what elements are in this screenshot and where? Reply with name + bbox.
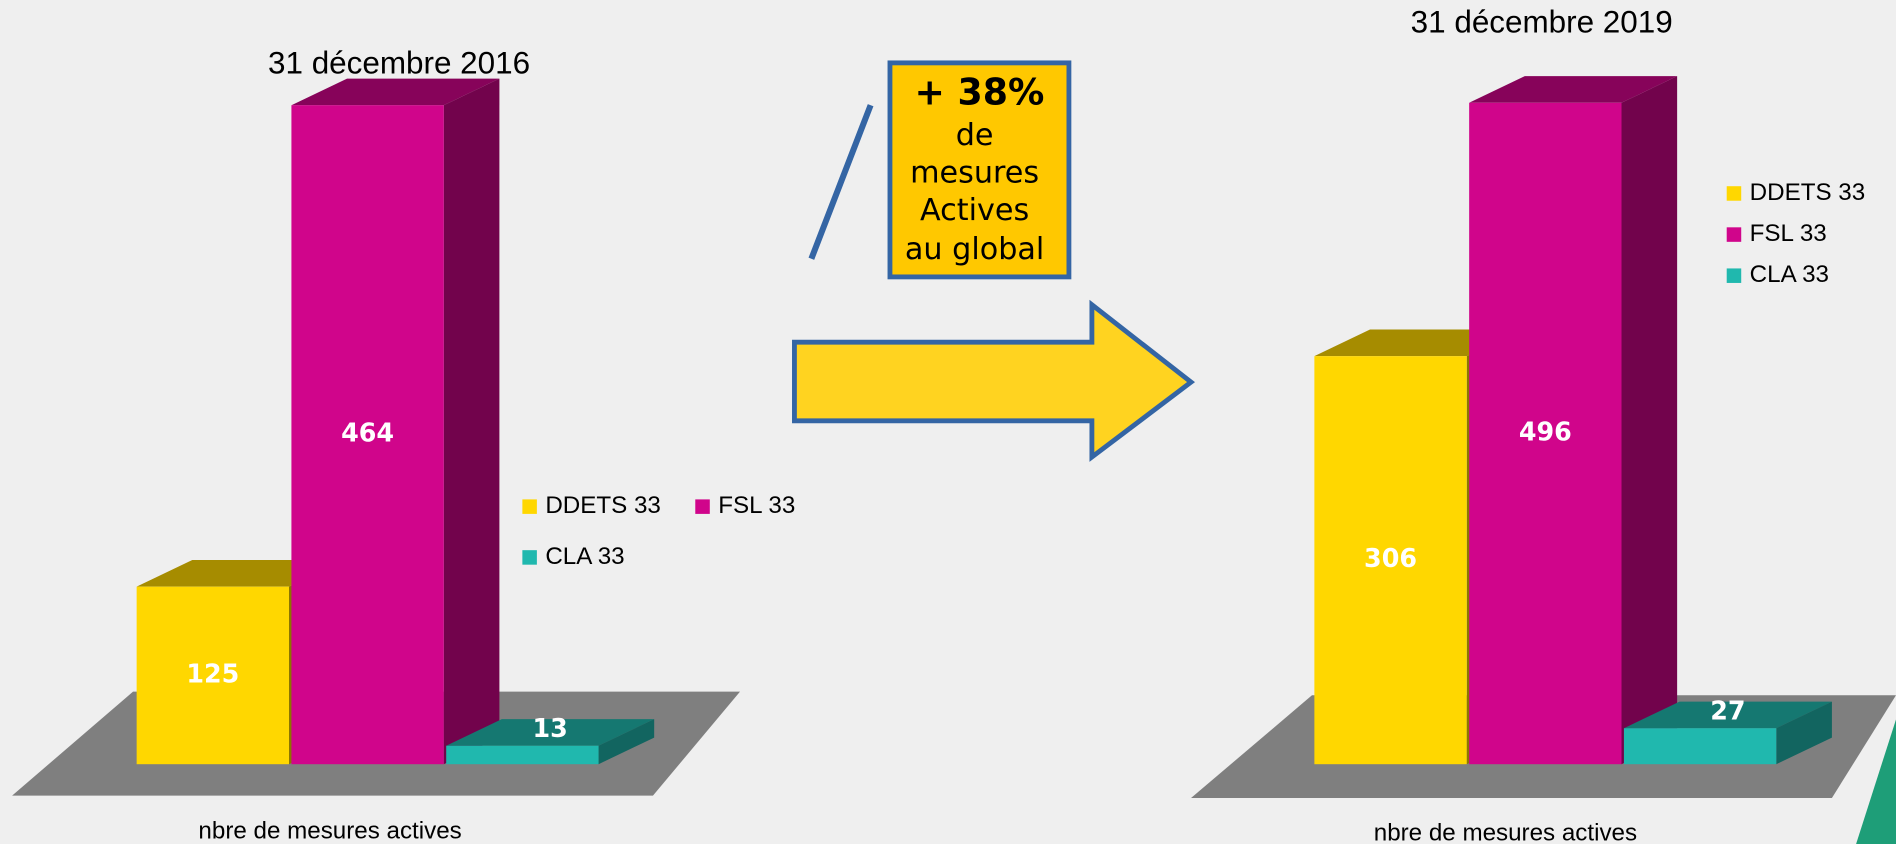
annotation-line: de (956, 118, 994, 153)
data-label: 13 (533, 713, 568, 743)
callout-line (808, 104, 874, 260)
data-label: 496 (1519, 416, 1572, 446)
bar-side (1776, 701, 1832, 765)
data-label: 306 (1364, 543, 1417, 573)
annotation-line: Actives (920, 193, 1029, 228)
bar (1469, 102, 1622, 765)
legend-label: FSL 33 (1750, 220, 1827, 247)
data-label: 125 (186, 658, 239, 688)
annotation-box (887, 60, 1072, 280)
legend-swatch (1726, 186, 1742, 201)
legend-swatch (1726, 227, 1742, 242)
chart-title: 31 décembre 2016 (268, 46, 530, 81)
bar (1623, 728, 1777, 765)
bar-top (1469, 76, 1678, 103)
chart-title: 31 décembre 2019 (1411, 4, 1673, 39)
bar (136, 586, 290, 765)
legend-swatch (522, 499, 537, 514)
legend-label: DDETS 33 (1750, 179, 1866, 206)
x-axis-label: nbre de mesures actives (1374, 820, 1637, 844)
data-label: 464 (341, 418, 394, 448)
legend-label: CLA 33 (1750, 261, 1829, 288)
legend-label: CLA 33 (545, 543, 624, 570)
bar-top (291, 78, 500, 106)
legend-label: DDETS 33 (545, 492, 661, 519)
bar-top (1623, 701, 1832, 729)
bar-side (598, 719, 655, 765)
bar (291, 105, 444, 765)
bar-side (1621, 76, 1678, 765)
annotation-headline: + 38% (915, 70, 1045, 113)
bar (446, 745, 599, 765)
data-label: 27 (1710, 695, 1745, 725)
legend-label: FSL 33 (718, 492, 795, 519)
annotation-line: mesures (910, 156, 1039, 191)
legend-swatch (695, 499, 710, 514)
bar (1314, 356, 1467, 765)
legend-swatch (522, 550, 537, 565)
annotation-line: au global (905, 232, 1044, 267)
x-axis-label: nbre de mesures actives (198, 817, 461, 844)
legend-swatch (1726, 268, 1742, 283)
arrow (792, 299, 1196, 462)
bar-side (443, 78, 500, 765)
bar-top (446, 719, 655, 746)
